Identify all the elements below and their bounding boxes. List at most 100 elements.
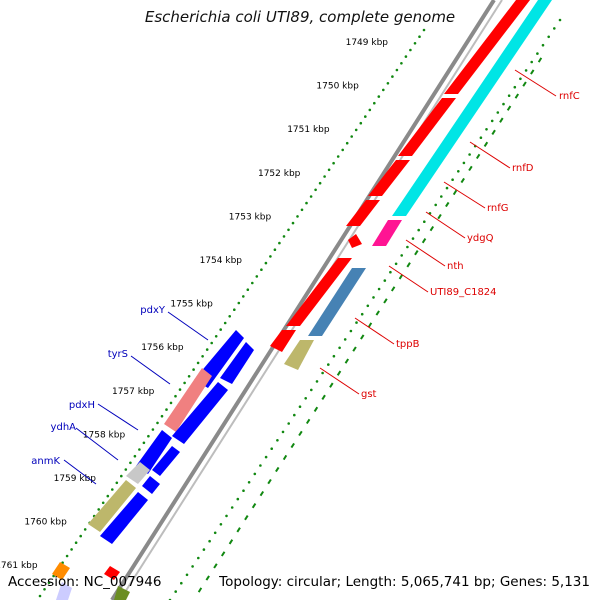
ring-dot [462, 161, 466, 165]
gene-feature[interactable] [372, 220, 402, 246]
ring-dot [377, 95, 381, 98]
ring-dot [298, 405, 302, 409]
ring-dot [247, 481, 251, 484]
gene-feature[interactable] [88, 480, 136, 532]
gene-label-tppb[interactable]: tppB [396, 339, 420, 350]
ring-dot [246, 288, 250, 292]
gene-feature[interactable] [368, 160, 410, 196]
ring-dot [191, 565, 194, 568]
ring-dash [275, 466, 280, 473]
gene-feature[interactable] [348, 234, 362, 248]
gene-feature[interactable] [164, 368, 212, 432]
ring-dot [43, 588, 46, 591]
gene-feature[interactable] [444, 0, 530, 94]
gene-label-rnfd[interactable]: rnfD [512, 163, 534, 174]
ring-dot [219, 328, 222, 331]
ring-dot [183, 381, 186, 385]
ring-dot [47, 581, 51, 584]
gene-feature[interactable] [284, 340, 314, 370]
kbp-label: 1750 kbp [316, 82, 359, 92]
ring-dot [174, 590, 177, 593]
ring-dot [223, 321, 227, 325]
gene-label-pdxh[interactable]: pdxH [69, 400, 95, 411]
ring-dot [230, 506, 234, 509]
ring-dot [74, 541, 78, 544]
ring-dash [267, 478, 272, 485]
ring-dot [411, 237, 415, 240]
leader-line [469, 141, 511, 169]
map-title: Escherichia coli UTI89, complete genome [144, 8, 456, 26]
ring-dash [445, 201, 450, 208]
ring-dot [101, 501, 105, 505]
ring-dot [253, 472, 257, 476]
ring-dot [382, 88, 385, 92]
gene-feature[interactable] [172, 382, 228, 444]
ring-dash [506, 105, 512, 111]
leader-line [97, 403, 139, 431]
ring-dash [313, 406, 319, 412]
ring-dot [372, 296, 375, 299]
gene-feature[interactable] [52, 562, 70, 580]
gene-feature[interactable] [100, 492, 148, 544]
ring-dot [304, 397, 308, 400]
ring-dot [142, 441, 146, 445]
reverse-strand-features [52, 330, 254, 600]
ring-dot [296, 215, 299, 218]
gene-feature[interactable] [56, 582, 72, 600]
kbp-label: 1752 kbp [258, 169, 301, 179]
gene-feature[interactable] [392, 0, 552, 216]
gene-label-tyrs[interactable]: tyrS [108, 349, 128, 360]
ring-dot [269, 255, 272, 258]
gene-feature[interactable] [126, 462, 150, 484]
ring-dot [79, 534, 82, 538]
gene-feature[interactable] [152, 446, 180, 476]
gene-label-ydgq[interactable]: ydgQ [467, 233, 494, 244]
ring-dash [236, 527, 241, 533]
gene-label-uti89_c1824[interactable]: UTI89_C1824 [430, 287, 497, 298]
ring-dot [309, 195, 313, 198]
ring-dot [422, 28, 426, 32]
ring-dot [558, 18, 562, 22]
ring-dot [278, 241, 281, 245]
ring-dot [111, 488, 114, 491]
ring-dot [106, 494, 110, 498]
ring-dot [65, 554, 69, 558]
ring-dot [219, 523, 223, 526]
leader-line [443, 181, 486, 209]
ring-dot [70, 548, 73, 551]
ring-dot [147, 434, 150, 438]
gene-feature[interactable] [136, 430, 172, 474]
leader-line [319, 367, 360, 395]
ring-dash [491, 129, 496, 135]
kbp-label: 1755 kbp [170, 300, 213, 310]
kbp-label: 1754 kbp [200, 256, 243, 266]
ring-dot [332, 161, 335, 165]
gene-label-anmk[interactable]: anmK [31, 456, 60, 467]
gene-label-rnfc[interactable]: rnfC [559, 91, 580, 102]
gene-label-rnfg[interactable]: rnfG [487, 203, 509, 214]
gene-feature[interactable] [270, 330, 296, 352]
gene-feature[interactable] [346, 200, 380, 226]
ring-dot [536, 52, 539, 55]
gene-label-gst[interactable]: gst [361, 389, 377, 400]
ring-dot [377, 287, 381, 291]
ring-dot [502, 102, 505, 106]
ring-dot [233, 308, 236, 312]
ring-dot [281, 430, 285, 434]
gene-feature[interactable] [308, 268, 366, 336]
ring-dot [315, 380, 319, 383]
ring-dot [530, 60, 533, 64]
gene-feature[interactable] [398, 98, 456, 156]
ring-dash [468, 165, 473, 172]
gene-feature[interactable] [104, 566, 120, 580]
gene-feature[interactable] [286, 258, 352, 326]
gene-label-nth[interactable]: nth [447, 261, 464, 272]
ring-dot [291, 221, 295, 225]
gene-feature[interactable] [114, 586, 130, 600]
gene-feature[interactable] [142, 476, 160, 494]
leader-line [514, 69, 557, 97]
gene-label-pdxy[interactable]: pdxY [140, 305, 166, 316]
gene-label-ydha[interactable]: ydhA [51, 422, 77, 433]
ring-dot [273, 248, 277, 251]
gene-feature[interactable] [220, 342, 254, 384]
